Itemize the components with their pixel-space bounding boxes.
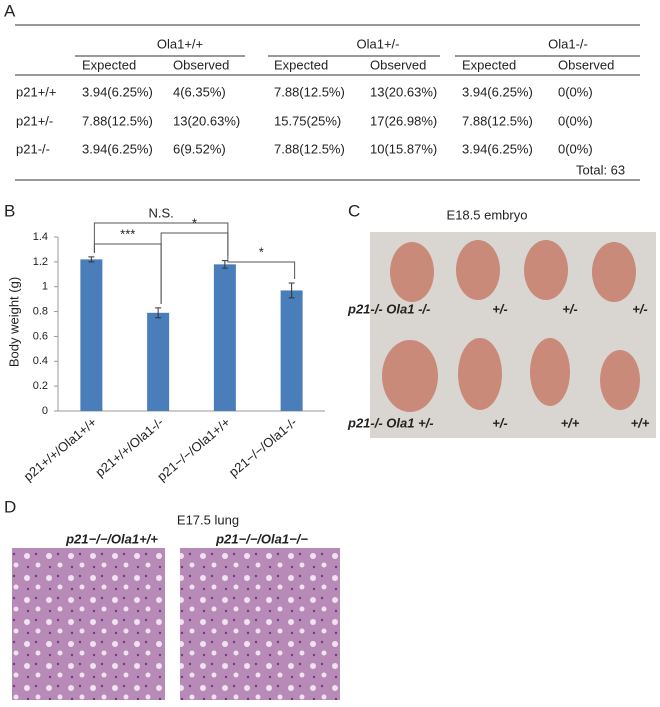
table-cell: 15.75(25%)	[274, 113, 341, 128]
table-cell: 13(20.63%)	[173, 113, 240, 128]
group-header: Ola1+/-	[357, 36, 400, 51]
genotype-label: +/-	[632, 301, 648, 316]
x-tick-label: p21+/+/Ola1+/+	[21, 414, 100, 484]
significance-bracket	[93, 243, 162, 304]
bar	[80, 259, 103, 411]
row-header: p21+/+	[16, 84, 57, 99]
group-header: Ola1+/+	[157, 36, 203, 51]
group-header: Ola1-/-	[548, 36, 588, 51]
error-bar	[155, 307, 162, 319]
table-cell: 6(9.52%)	[173, 141, 226, 156]
significance-bracket	[227, 256, 296, 279]
table-cell: 0(0%)	[558, 113, 593, 128]
error-bar	[88, 256, 95, 263]
genotype-label: +/-	[562, 301, 578, 316]
lung-image	[180, 548, 340, 700]
row-header: p21+/-	[16, 113, 53, 128]
column-header: Observed	[558, 57, 614, 72]
y-tick-label: 0.2	[33, 380, 48, 392]
x-tick-label: p21−/−/Ola1+/+	[154, 414, 233, 484]
image-label: p21−/−/Ola1+/+	[65, 531, 158, 546]
significance-label: ***	[120, 226, 135, 241]
column-header: Expected	[462, 57, 516, 72]
y-tick-label: 1.4	[33, 231, 48, 243]
bar	[280, 290, 303, 411]
genotype-label: +/+	[631, 415, 650, 430]
y-tick-label: 0.8	[33, 305, 48, 317]
y-tick-label: 0.4	[33, 355, 48, 367]
table-cell: 3.94(6.25%)	[462, 84, 533, 99]
panel-label: C	[348, 201, 360, 220]
table-cell: 13(20.63%)	[370, 84, 437, 99]
table-cell: 7.88(12.5%)	[274, 84, 345, 99]
table-cell: 7.88(12.5%)	[82, 113, 153, 128]
y-tick-label: 1	[42, 281, 48, 293]
table-total: Total: 63	[576, 162, 625, 177]
table-cell: 3.94(6.25%)	[82, 141, 153, 156]
x-tick-label: p21−/−/Ola1-/-	[226, 414, 300, 479]
significance-label: *	[192, 215, 197, 230]
bar	[213, 264, 236, 411]
table-cell: 7.88(12.5%)	[274, 141, 345, 156]
y-axis-label: Body weight (g)	[6, 277, 21, 367]
genotype-label: p21-/- Ola1 +/-	[347, 415, 434, 430]
table-cell: 0(0%)	[558, 141, 593, 156]
table-cell: 0(0%)	[558, 84, 593, 99]
embryos	[382, 240, 640, 412]
y-tick-label: 0.6	[33, 330, 48, 342]
table-cell: 4(6.35%)	[173, 84, 226, 99]
bar	[147, 312, 170, 411]
table-cell: 3.94(6.25%)	[82, 84, 153, 99]
y-tick-label: 0	[42, 405, 48, 417]
genotype-label: +/-	[492, 415, 508, 430]
column-header: Observed	[370, 57, 426, 72]
column-header: Observed	[173, 57, 229, 72]
panel-title: E18.5 embryo	[447, 207, 528, 222]
table-cell: 10(15.87%)	[370, 141, 437, 156]
panel-title: E17.5 lung	[177, 512, 239, 527]
column-header: Expected	[82, 57, 136, 72]
genotype-label: +/+	[561, 415, 580, 430]
table-cell: 17(26.98%)	[370, 113, 437, 128]
error-bar	[221, 260, 228, 269]
column-header: Expected	[274, 57, 328, 72]
y-tick-label: 1.2	[33, 256, 48, 268]
significance-bracket	[160, 232, 229, 304]
x-tick-label: p21+/+/Ola1-/-	[92, 414, 166, 479]
error-bar	[288, 282, 295, 299]
significance-label: *	[259, 244, 264, 259]
table-cell: 7.88(12.5%)	[462, 113, 533, 128]
panel-label: D	[4, 497, 16, 516]
genotype-label: +/-	[492, 301, 508, 316]
row-header: p21-/-	[16, 141, 50, 156]
lung-image	[12, 548, 165, 700]
table-cell: 3.94(6.25%)	[462, 141, 533, 156]
panel-label: B	[4, 201, 15, 220]
panel-label: A	[4, 1, 16, 20]
genotype-label: p21-/- Ola1 -/-	[347, 301, 430, 316]
image-label: p21−/−/Ola1−/−	[215, 531, 308, 546]
significance-label: N.S.	[148, 205, 173, 220]
